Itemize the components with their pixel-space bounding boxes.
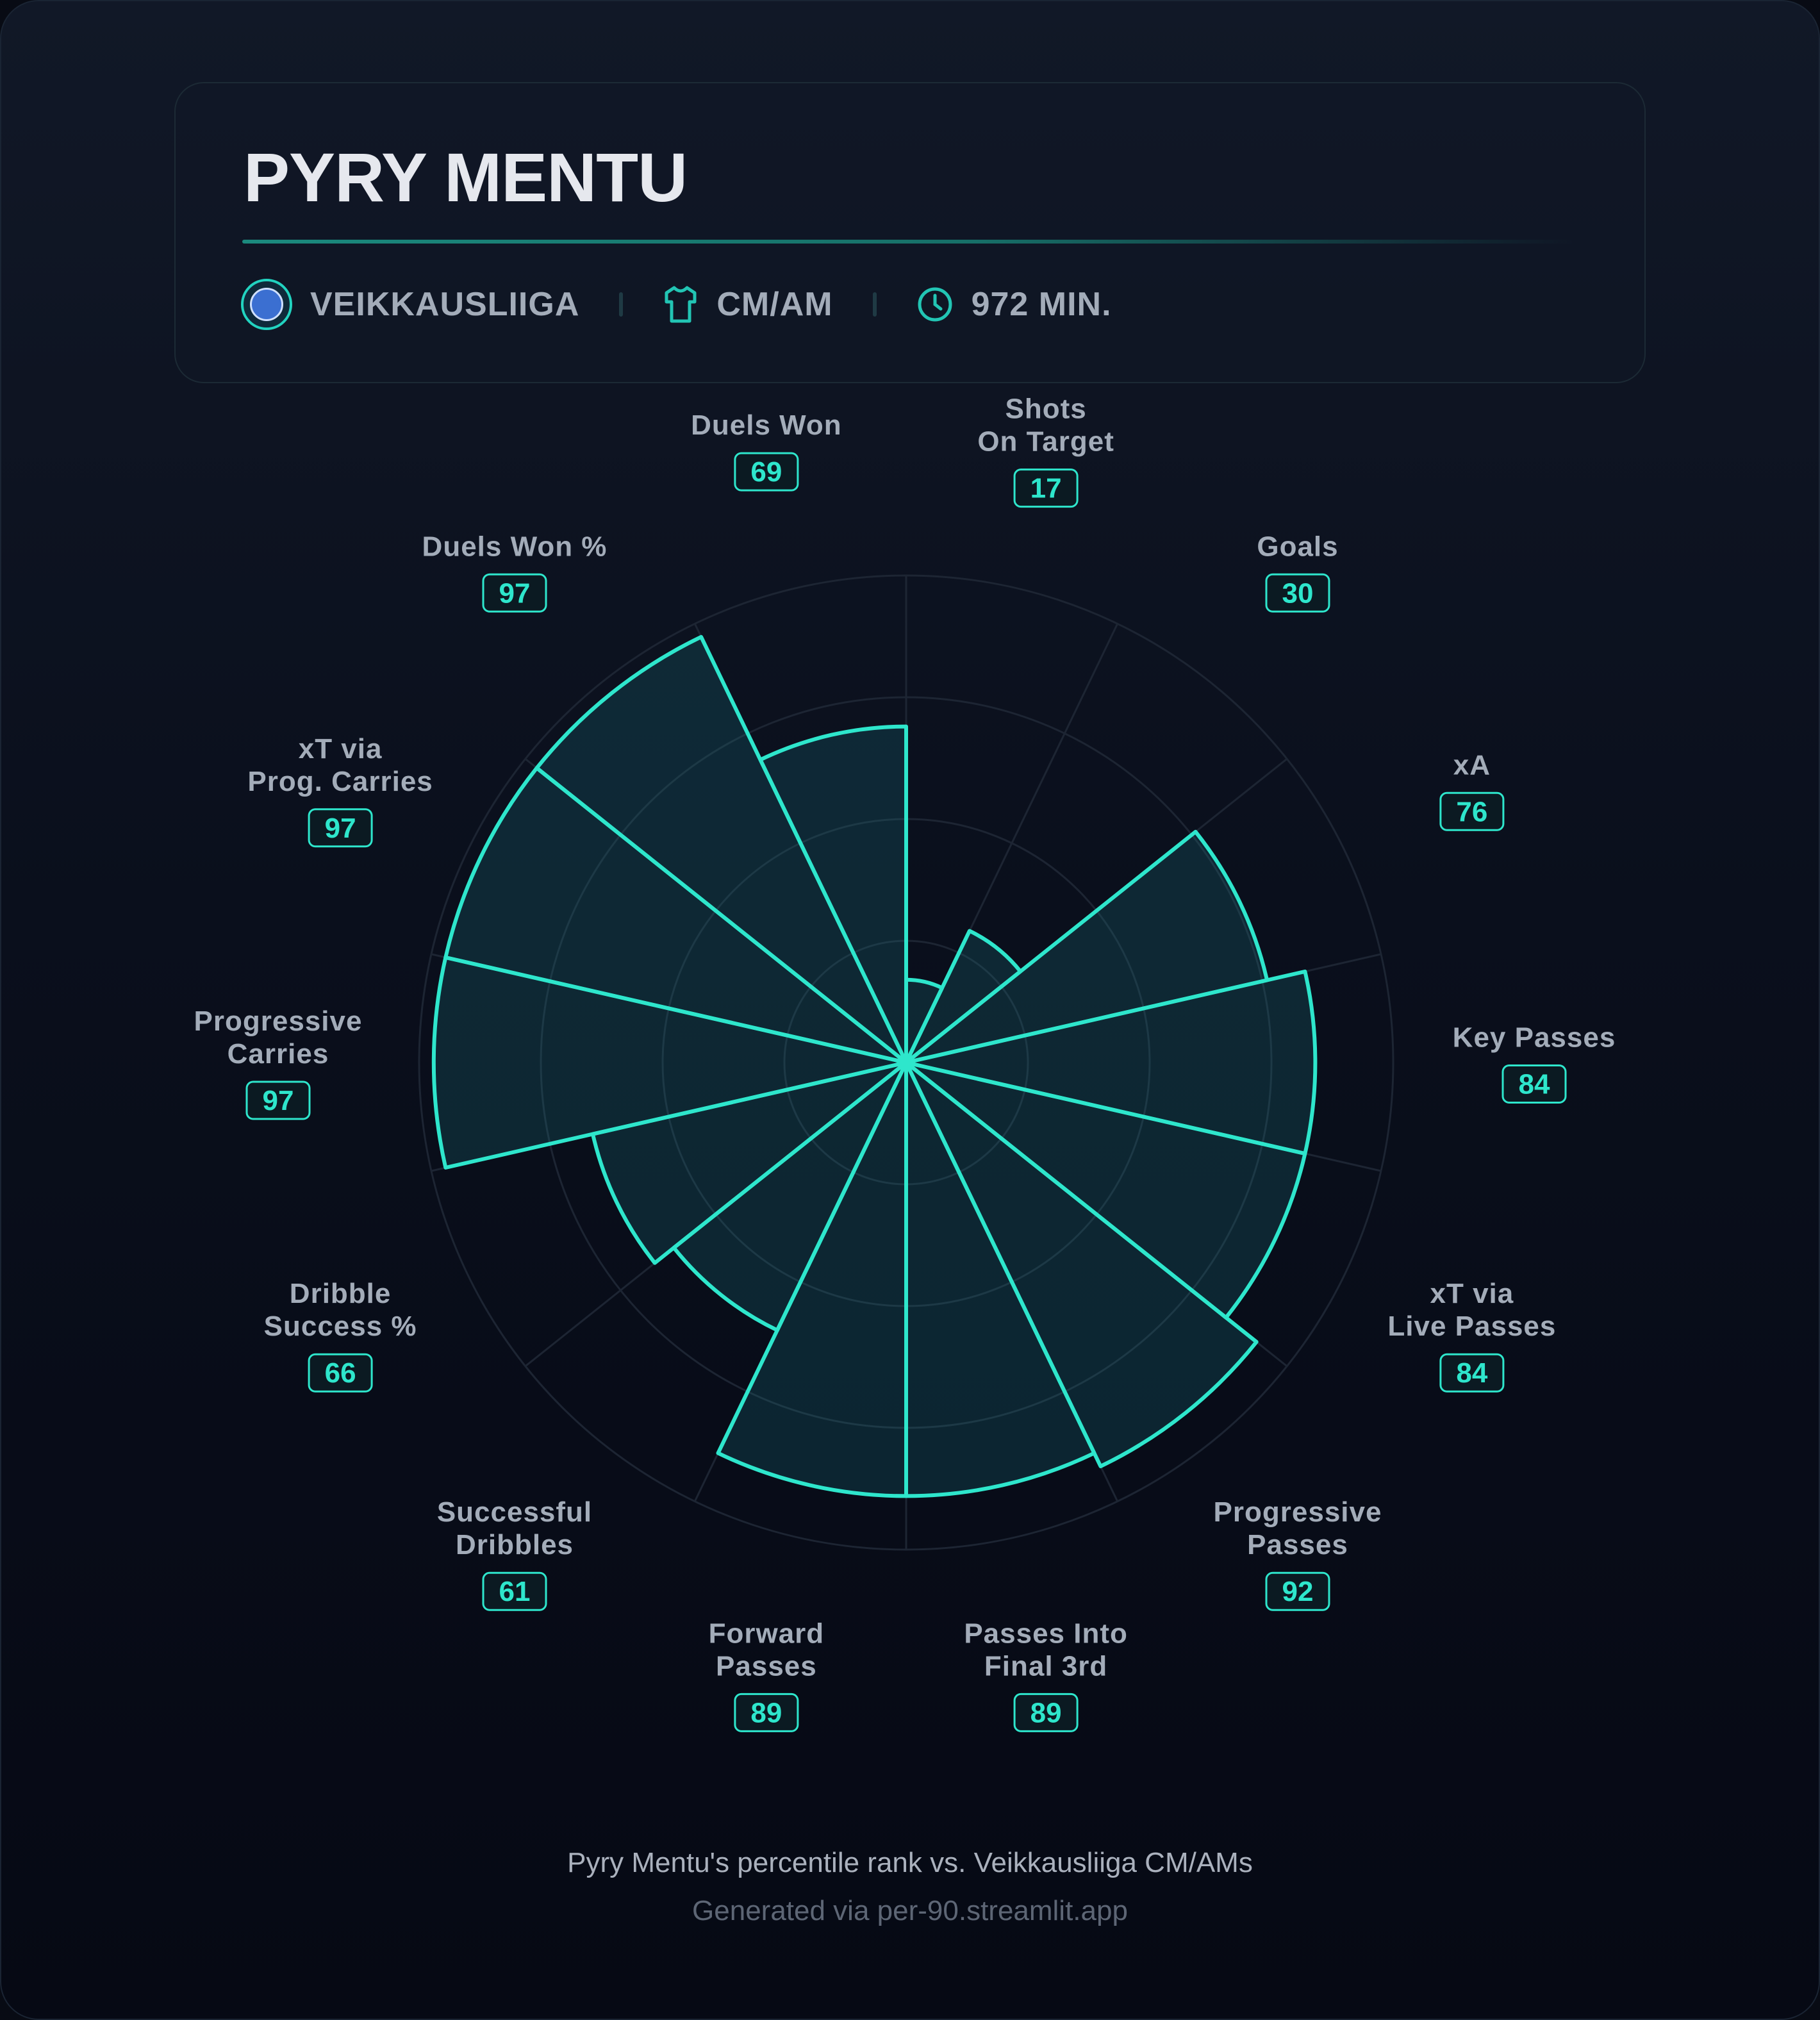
radar-wedge — [904, 1061, 1096, 1498]
radar-center-dot — [901, 1057, 911, 1068]
chart-caption: Pyry Mentu's percentile rank vs. Veikkau… — [567, 1847, 1253, 1878]
value-label: 92 — [1282, 1576, 1314, 1607]
category-label: Shots On Target — [977, 393, 1114, 458]
radar-labels: Shots On Target 17 Goals 30 xA 76 Key Passes 84 x… — [194, 393, 1616, 1732]
radar-wedge — [904, 969, 1318, 1156]
category-label: Progressive Carries — [194, 1006, 363, 1070]
position-info: CM/AM — [663, 285, 832, 324]
position-label: CM/AM — [716, 286, 833, 323]
clock-icon — [916, 286, 954, 323]
category-label: xA — [1453, 749, 1491, 781]
radar-wedge — [758, 724, 908, 1064]
league-name: VEIKKAUSLIIGA — [310, 286, 580, 323]
title-underline — [242, 240, 1575, 244]
category-label: xT via Live Passes — [1387, 1278, 1556, 1342]
value-label: 61 — [499, 1576, 531, 1607]
value-badge — [1265, 1571, 1330, 1611]
category-label: Dribble Success % — [264, 1278, 417, 1342]
minutes-played: 972 MIN. — [971, 286, 1112, 323]
radar-wedge — [904, 1061, 1307, 1320]
player-header: PYRY MENTU VEIKKAUSLIIGA CM/AM — [174, 82, 1646, 383]
value-badge — [1265, 573, 1330, 613]
player-name: PYRY MENTU — [244, 138, 688, 216]
category-label: Duels Won % — [422, 531, 608, 562]
category-label: xT via Prog. Carries — [247, 733, 433, 797]
radar-wedge — [716, 1061, 908, 1498]
value-label: 84 — [1456, 1357, 1487, 1389]
radar-wedge — [591, 1061, 908, 1265]
value-badge — [1502, 1064, 1567, 1104]
value-label: 89 — [1030, 1697, 1062, 1728]
category-label: Forward Passes — [709, 1618, 825, 1682]
value-label: 97 — [325, 813, 356, 844]
value-label: 66 — [325, 1357, 356, 1389]
value-label: 97 — [263, 1085, 294, 1116]
category-label: Goals — [1257, 531, 1338, 562]
value-label: 17 — [1030, 473, 1062, 504]
league-crest-icon — [241, 279, 292, 330]
value-label: 84 — [1519, 1069, 1550, 1100]
shirt-icon — [663, 285, 699, 324]
value-badge — [1013, 468, 1079, 508]
radar-wedge — [443, 766, 908, 1064]
value-label: 97 — [499, 577, 531, 609]
value-badge — [482, 573, 547, 613]
value-badge — [1439, 1353, 1505, 1393]
category-label: Successful Dribbles — [437, 1496, 592, 1561]
value-label: 76 — [1456, 796, 1487, 827]
value-badge — [245, 1080, 311, 1120]
radar-wedge — [431, 956, 908, 1170]
category-label: Progressive Passes — [1214, 1496, 1382, 1561]
value-label: 89 — [750, 1697, 782, 1728]
radar-wedges — [431, 634, 1318, 1498]
value-badge — [734, 452, 799, 492]
radar-wedge — [904, 1061, 1259, 1468]
radar-wedge — [672, 1061, 908, 1332]
radar-wedge — [904, 829, 1270, 1064]
category-label: Passes Into Final 3rd — [964, 1618, 1128, 1682]
value-badge — [308, 1353, 373, 1393]
category-label: Duels Won — [691, 410, 842, 441]
category-label: Key Passes — [1453, 1022, 1616, 1054]
value-label: 30 — [1282, 577, 1314, 609]
value-badge — [734, 1693, 799, 1732]
minutes-info: 972 MIN. — [916, 285, 1112, 324]
meta-divider — [619, 292, 624, 317]
player-meta: VEIKKAUSLIIGA CM/AM 972 — [241, 276, 1112, 333]
value-badge — [1013, 1693, 1079, 1732]
radar-wedge — [534, 634, 908, 1064]
value-badge — [482, 1571, 547, 1611]
source-credit: Generated via per-90.streamlit.app — [692, 1895, 1128, 1926]
value-label: 69 — [750, 456, 782, 488]
meta-divider — [872, 292, 877, 317]
league-info: VEIKKAUSLIIGA — [241, 279, 579, 330]
value-badge — [1439, 791, 1505, 831]
value-badge — [308, 808, 373, 848]
